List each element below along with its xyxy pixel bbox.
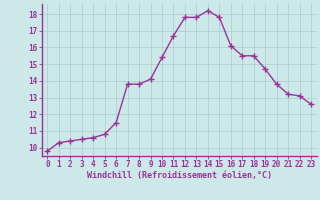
X-axis label: Windchill (Refroidissement éolien,°C): Windchill (Refroidissement éolien,°C): [87, 171, 272, 180]
